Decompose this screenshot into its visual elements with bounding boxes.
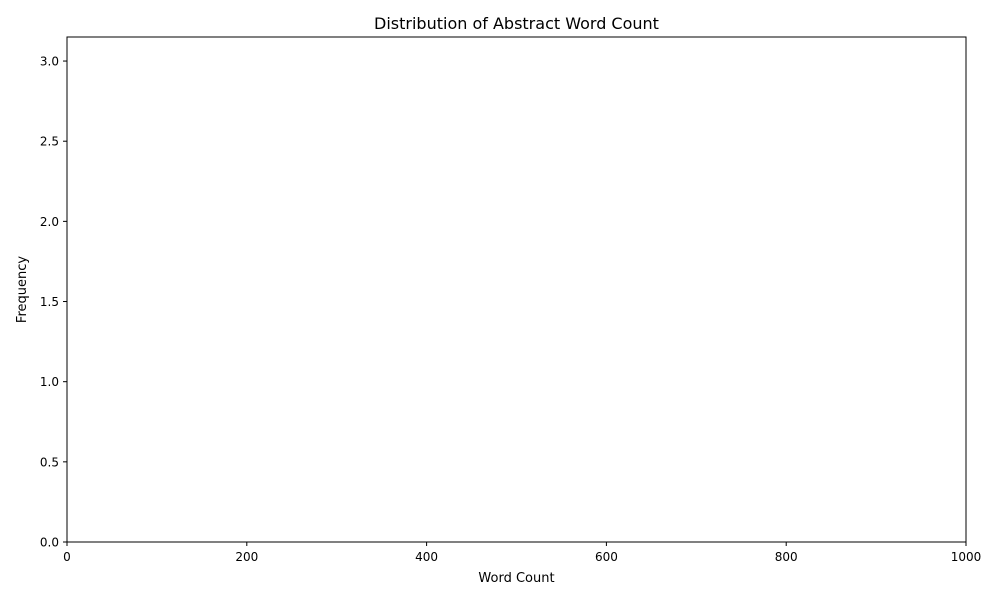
y-tick-label: 2.0: [40, 215, 59, 229]
y-tick-label: 1.0: [40, 375, 59, 389]
y-tick-label: 2.5: [40, 135, 59, 149]
y-tick-label: 3.0: [40, 55, 59, 69]
y-axis-ticks: 0.0 0.5 1.0 1.5 2.0 2.5 3.0: [40, 55, 67, 550]
y-tick-label: 0.0: [40, 536, 59, 550]
x-tick-label: 200: [235, 550, 258, 564]
x-axis-ticks: 0 200 400 600 800 1000: [63, 542, 981, 564]
x-tick-label: 600: [595, 550, 618, 564]
x-axis-label: Word Count: [478, 571, 554, 586]
y-tick-label: 1.5: [40, 295, 59, 309]
x-tick-label: 400: [415, 550, 438, 564]
y-axis-label: Frequency: [15, 256, 30, 323]
x-tick-label: 0: [63, 550, 71, 564]
x-tick-label: 800: [775, 550, 798, 564]
chart-title: Distribution of Abstract Word Count: [374, 14, 659, 33]
x-tick-label: 1000: [951, 550, 982, 564]
plot-area-frame: [66, 36, 967, 543]
y-tick-label: 0.5: [40, 455, 59, 469]
